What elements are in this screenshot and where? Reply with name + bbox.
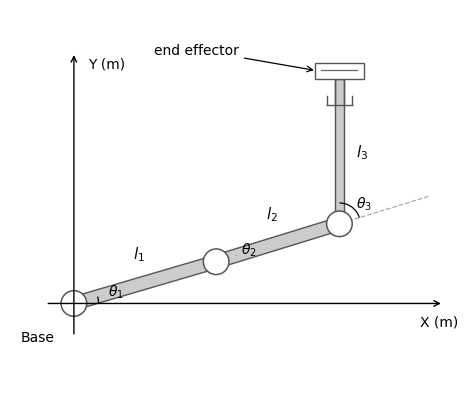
Polygon shape — [214, 218, 341, 269]
Text: Y (m): Y (m) — [88, 58, 125, 72]
Text: $\theta_2$: $\theta_2$ — [241, 241, 256, 258]
Text: Base: Base — [21, 330, 55, 344]
Polygon shape — [335, 79, 344, 224]
Text: $l_2$: $l_2$ — [266, 205, 278, 223]
Text: $\theta_1$: $\theta_1$ — [108, 283, 124, 300]
Text: $l_1$: $l_1$ — [133, 244, 145, 263]
Polygon shape — [72, 256, 218, 310]
Bar — [315, 64, 364, 79]
Circle shape — [203, 249, 229, 275]
Text: $l_3$: $l_3$ — [356, 143, 369, 161]
Circle shape — [327, 211, 352, 237]
Text: X (m): X (m) — [420, 315, 458, 329]
Text: $\theta_3$: $\theta_3$ — [356, 196, 373, 213]
Text: end effector: end effector — [154, 44, 312, 72]
Circle shape — [61, 291, 87, 316]
